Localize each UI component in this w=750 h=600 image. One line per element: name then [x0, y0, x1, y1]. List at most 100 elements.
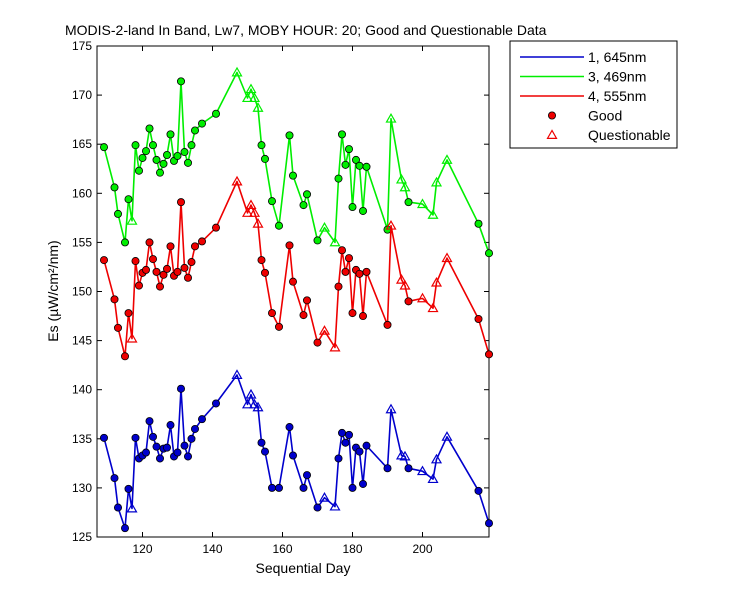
data-point-questionable [248, 92, 261, 103]
data-point-good [173, 448, 182, 457]
data-point-good [355, 161, 364, 170]
data-point-good [334, 454, 343, 463]
data-point-good [267, 483, 276, 492]
y-tick-label: 145 [72, 334, 92, 348]
data-point-good [148, 432, 157, 441]
data-point-good [358, 206, 367, 215]
x-axis-label: Sequential Day [256, 560, 351, 576]
data-point-good [299, 483, 308, 492]
plot-frame [96, 45, 490, 538]
data-point-good [341, 160, 350, 169]
data-point-questionable [252, 401, 264, 412]
legend-label: 1, 645nm [588, 49, 646, 65]
data-point-good [183, 158, 192, 167]
data-point-questionable [385, 403, 397, 414]
data-point-good [138, 153, 147, 162]
data-point-questionable [395, 173, 408, 184]
data-point-good [348, 203, 357, 212]
data-point-good [162, 443, 171, 452]
data-point-good [131, 257, 140, 266]
data-point-good [155, 282, 164, 291]
data-point-good [348, 483, 357, 492]
data-point-good [166, 421, 175, 430]
y-tick-label: 175 [72, 39, 92, 53]
series-2 [100, 175, 493, 361]
data-point-questionable [399, 181, 411, 192]
data-point-good [341, 438, 350, 447]
data-point-good [344, 254, 353, 263]
data-point-questionable [126, 215, 138, 225]
y-axis-label: Es (µW/cm²/nm) [45, 240, 61, 341]
data-point-questionable [430, 276, 443, 287]
data-point-good [176, 198, 185, 207]
y-tick-label: 135 [72, 432, 92, 446]
data-point-good [337, 428, 346, 437]
data-point-good [313, 338, 322, 347]
plot-area: 125 130 135 140 145 150 155 160 165 170 175 120 140 1… [72, 39, 493, 556]
data-point-questionable [126, 332, 138, 343]
data-point-good [183, 452, 192, 461]
data-point-good [100, 433, 109, 442]
data-point-good [383, 320, 392, 329]
data-point-questionable [231, 175, 243, 186]
data-point-good [190, 126, 199, 135]
data-point-good [355, 269, 364, 278]
data-point-good [358, 312, 367, 321]
data-point-questionable [126, 502, 138, 513]
data-point-questionable [241, 92, 254, 103]
data-point-good [211, 109, 220, 118]
data-point-questionable [416, 465, 429, 476]
data-point-questionable [245, 388, 257, 399]
data-point-questionable [248, 207, 261, 217]
data-point-good [180, 441, 189, 450]
data-point-good [124, 309, 133, 318]
data-point-good [267, 309, 276, 318]
y-tick-label: 125 [72, 530, 92, 544]
data-point-questionable [241, 207, 254, 217]
data-point-good [159, 159, 168, 168]
data-point-questionable [416, 198, 429, 209]
x-tick-label: 200 [412, 542, 432, 556]
data-point-good [288, 277, 297, 286]
data-point-good [145, 238, 154, 247]
data-point-questionable [245, 83, 257, 94]
data-point-questionable [430, 453, 443, 464]
data-point-good [362, 267, 371, 276]
data-point-good [211, 223, 220, 232]
x-tick-label: 140 [202, 542, 222, 556]
y-tick-label: 165 [72, 137, 92, 151]
data-point-good [197, 119, 206, 128]
data-point-questionable [427, 209, 439, 219]
data-point-good [197, 415, 206, 424]
data-point-good [159, 270, 168, 279]
data-point-good [383, 464, 392, 473]
data-point-questionable [399, 279, 411, 290]
data-point-good [302, 296, 311, 305]
data-point-good [183, 273, 192, 282]
data-point-questionable [395, 274, 408, 284]
data-point-good [173, 151, 182, 160]
data-point-good [190, 242, 199, 251]
legend-triangle-swatch [546, 129, 558, 139]
x-tick-label: 120 [132, 542, 152, 556]
data-point-good [110, 183, 119, 192]
data-point-good [274, 221, 283, 230]
data-point-good [162, 151, 171, 160]
legend: 1, 645nm 3, 469nm 4, 555nm Good Questionable [509, 40, 678, 149]
data-point-good [180, 263, 189, 272]
y-tick-label: 160 [72, 186, 92, 200]
data-point-good [145, 124, 154, 133]
series-0 [100, 369, 493, 533]
y-tick-label: 140 [72, 383, 92, 397]
data-point-questionable [231, 66, 243, 77]
data-point-good [176, 77, 185, 86]
data-point-good [166, 242, 175, 251]
data-point-good [187, 434, 196, 443]
data-point-good [288, 451, 297, 460]
data-point-good [285, 423, 294, 432]
data-point-good [152, 267, 161, 276]
data-point-good [176, 384, 185, 393]
data-point-good [148, 255, 157, 264]
y-tick-label: 170 [72, 88, 92, 102]
data-point-questionable [385, 112, 397, 123]
